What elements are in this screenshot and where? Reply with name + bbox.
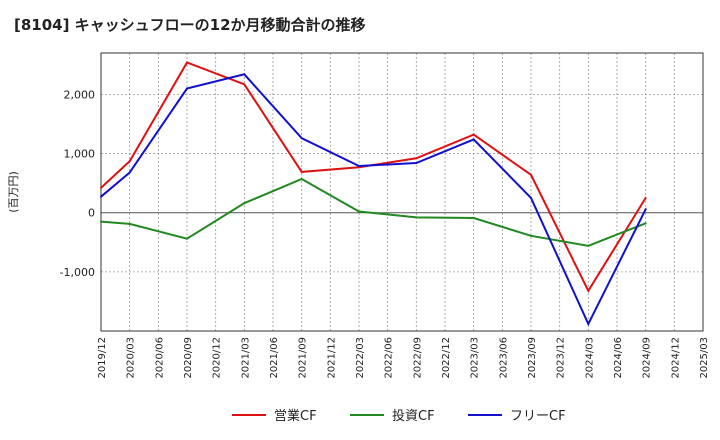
x-tick-label: 2025/03: [699, 337, 710, 379]
data-point: [186, 87, 188, 90]
x-axis-ticks: 2019/12 2020/03 2020/06 2020/09 2020/12 2021/…: [97, 337, 710, 379]
y-tick-label: -1,000: [60, 266, 95, 279]
x-tick-label: 2024/12: [670, 337, 681, 379]
x-tick-label: 2020/03: [126, 337, 137, 379]
x-tick-label: 2020/12: [212, 337, 223, 379]
data-point: [128, 160, 131, 163]
x-tick-label: 2024/09: [642, 337, 653, 379]
x-tick-label: 2021/03: [240, 337, 251, 379]
x-tick-label: 2023/06: [498, 337, 509, 379]
data-point: [300, 177, 303, 180]
data-point: [530, 196, 532, 199]
chart-title: [8104] キャッシュフローの12か月移動合計の推移: [14, 16, 366, 34]
data-point: [100, 220, 102, 223]
data-point: [243, 73, 246, 76]
data-point: [472, 138, 475, 141]
data-point: [530, 234, 532, 237]
y-tick-label: 1,000: [64, 148, 96, 161]
y-tick-label: 2,000: [64, 88, 96, 101]
y-axis-ticks: -1,000 0 1,000 2,000: [60, 88, 95, 278]
data-point: [472, 217, 475, 220]
data-point: [100, 186, 102, 189]
grid-lines: [101, 53, 703, 331]
data-point: [186, 61, 188, 64]
x-tick-label: 2023/03: [470, 337, 481, 379]
x-tick-label: 2019/12: [97, 337, 108, 379]
data-point: [644, 196, 647, 199]
series-lines: [100, 61, 647, 327]
x-tick-label: 2024/03: [584, 337, 595, 379]
data-point: [415, 162, 418, 165]
legend: 営業CF 投資CF フリーCF: [232, 408, 566, 424]
x-tick-label: 2022/12: [441, 337, 452, 379]
legend-label: フリーCF: [510, 409, 566, 424]
data-point: [128, 222, 131, 225]
data-point: [644, 208, 647, 211]
data-point: [243, 202, 246, 205]
data-point: [472, 133, 475, 136]
y-axis-label: (百万円): [7, 171, 20, 213]
data-point: [128, 171, 131, 174]
x-tick-label: 2023/12: [556, 337, 567, 379]
data-point: [243, 83, 246, 86]
data-point: [358, 210, 360, 213]
data-point: [587, 322, 590, 325]
data-point: [186, 237, 188, 240]
data-point: [415, 216, 418, 219]
x-tick-label: 2020/06: [154, 337, 165, 379]
x-tick-label: 2022/06: [384, 337, 395, 379]
x-tick-label: 2020/09: [183, 337, 194, 379]
plot-area: [101, 53, 703, 331]
data-point: [300, 170, 303, 173]
x-tick-label: 2021/06: [269, 337, 280, 379]
data-point: [358, 164, 360, 167]
legend-label: 営業CF: [274, 408, 317, 424]
x-tick-label: 2021/09: [298, 337, 309, 379]
legend-label: 投資CF: [392, 408, 435, 424]
data-point: [100, 195, 102, 198]
data-point: [415, 157, 418, 160]
data-point: [587, 289, 590, 292]
y-tick-label: 0: [88, 207, 95, 220]
data-point: [644, 222, 647, 225]
x-tick-label: 2022/09: [412, 337, 423, 379]
data-point: [530, 173, 532, 176]
data-point: [300, 137, 303, 140]
x-tick-label: 2023/09: [527, 337, 538, 379]
x-tick-label: 2021/12: [326, 337, 337, 379]
x-tick-label: 2024/06: [613, 337, 624, 379]
plot-frame: [100, 52, 704, 332]
x-tick-label: 2022/03: [355, 337, 366, 379]
data-point: [587, 244, 590, 247]
